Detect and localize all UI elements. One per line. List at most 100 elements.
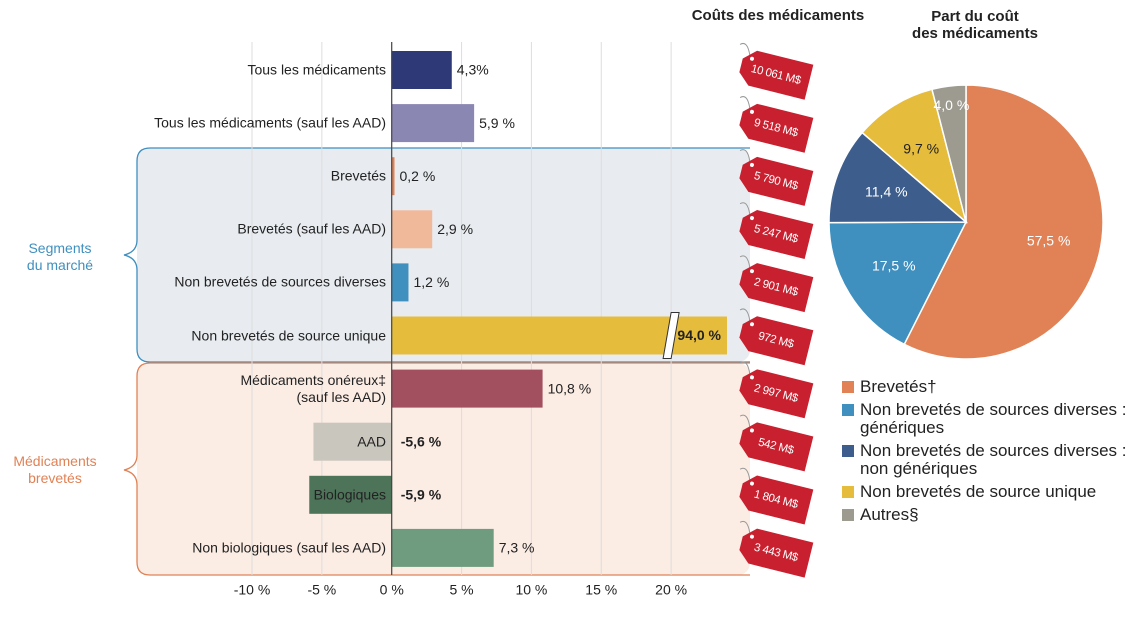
- tag-hole: [749, 375, 754, 380]
- group-label: Médicaments brevetés: [13, 453, 97, 486]
- price-tag: 5 790 M$: [739, 149, 814, 206]
- value-label: 5,9 %: [479, 115, 515, 131]
- price-tag: 542 M$: [739, 414, 814, 472]
- category-label: Médicaments onéreux‡ (sauf les AAD): [240, 371, 386, 405]
- x-tick-label: -10 %: [234, 582, 271, 598]
- tag-string: [739, 520, 751, 534]
- price-tag: 1 804 M$: [739, 467, 814, 525]
- tag-string: [739, 414, 751, 427]
- legend-item: Non brevetés de sources diverses : génér…: [840, 401, 1135, 437]
- category-label: Tous les médicaments (sauf les AAD): [154, 114, 386, 131]
- legend-label: Autres§: [860, 505, 919, 524]
- tag-string: [739, 149, 751, 162]
- category-label: Non brevetés de source unique: [191, 327, 386, 343]
- category-label: Tous les médicaments: [247, 61, 386, 78]
- pie-slice: [931, 84, 967, 223]
- pie-slice: [828, 221, 968, 346]
- slice-label: 9,7 %: [903, 141, 939, 157]
- tag-body: [739, 263, 814, 313]
- pie-slice: [903, 84, 1104, 360]
- tag-hole: [749, 269, 754, 274]
- slice-label: 17,5 %: [872, 257, 916, 273]
- legend-item: Brevetés†: [840, 378, 1135, 396]
- price-tag: 2 901 M$: [739, 255, 814, 313]
- tag-body: [739, 156, 814, 206]
- legend: Brevetés† Non brevetés de sources diverse…: [840, 378, 1135, 529]
- group-box: [137, 148, 750, 362]
- price-tag: 972 M$: [739, 308, 814, 366]
- x-tick-label: 10 %: [515, 582, 547, 598]
- tag-hole: [749, 56, 754, 61]
- costs-title: Coûts des médicaments: [692, 7, 865, 24]
- tag-body: [739, 369, 814, 419]
- group-brace: [123, 147, 750, 363]
- tag-string: [739, 42, 751, 56]
- bar: [391, 528, 494, 567]
- category-label: Non brevetés de sources diverses: [174, 273, 386, 290]
- legend-swatch: [842, 404, 854, 416]
- bar: [391, 51, 452, 89]
- value-label: -5,6 %: [401, 433, 442, 449]
- value-label: 4,3%: [457, 62, 489, 78]
- bar: [391, 104, 475, 143]
- x-tick-label: 15 %: [585, 582, 617, 598]
- value-label: -5,9 %: [401, 487, 442, 503]
- category-label: Biologiques: [313, 486, 386, 503]
- tag-hole: [749, 534, 754, 539]
- legend-label: Non brevetés de sources diverses : génér…: [860, 400, 1127, 437]
- x-tick-label: -5 %: [307, 582, 336, 598]
- tag-string: [739, 255, 751, 268]
- value-label: 2,9 %: [437, 221, 473, 237]
- slice-label: 4,0 %: [934, 97, 970, 113]
- tag-hole: [749, 162, 754, 167]
- value-label: 0,2 %: [400, 168, 436, 184]
- tag-string: [739, 308, 751, 321]
- legend-swatch: [842, 509, 854, 521]
- value-label: 7,3 %: [499, 540, 535, 556]
- tag-body: [739, 103, 814, 153]
- legend-label: Non brevetés de source unique: [860, 482, 1097, 501]
- tag-string: [739, 361, 751, 374]
- group-box: [137, 363, 750, 575]
- tag-hole: [749, 428, 754, 433]
- category-label: Brevetés: [330, 167, 386, 184]
- tag-body: [739, 210, 814, 259]
- x-tick-label: 5 %: [449, 582, 473, 598]
- x-tick-label: 0 %: [380, 582, 404, 598]
- legend-item: Autres§: [840, 506, 1135, 524]
- bar: [309, 475, 392, 514]
- tag-hole: [749, 109, 754, 114]
- tag-hole: [749, 216, 754, 221]
- x-tick-label: 20 %: [655, 582, 687, 598]
- value-label: 1,2 %: [413, 274, 449, 290]
- tag-body: [739, 528, 814, 578]
- pie-slice: [828, 131, 969, 224]
- pie-title: Part du coût des médicaments: [912, 8, 1038, 42]
- price-tag: 3 443 M$: [739, 520, 814, 578]
- legend-item: Non brevetés de sources diverses : non g…: [840, 442, 1135, 478]
- bar: [391, 210, 433, 249]
- group-label: Segments du marché: [26, 240, 94, 273]
- price-tag: 10 061 M$: [739, 42, 814, 100]
- legend-label: Brevetés†: [860, 377, 937, 396]
- bar: [391, 157, 395, 196]
- tag-body: [739, 50, 814, 100]
- tag-body: [739, 316, 814, 366]
- legend-swatch: [842, 486, 854, 498]
- price-tag: 9 518 M$: [739, 96, 814, 153]
- category-label: Non biologiques (sauf les AAD): [192, 539, 386, 556]
- slice-label: 57,5 %: [1027, 232, 1071, 248]
- legend-swatch: [842, 445, 854, 457]
- axis-break: [662, 312, 680, 359]
- tag-string: [739, 96, 751, 109]
- tag-string: [739, 467, 751, 480]
- group-brace: [123, 362, 750, 576]
- bar: [391, 369, 543, 408]
- bar: [313, 422, 392, 461]
- value-label: 10,8 %: [548, 380, 592, 396]
- tag-body: [739, 475, 814, 525]
- price-tag: 2 997 M$: [739, 361, 814, 419]
- tag-string: [739, 202, 751, 215]
